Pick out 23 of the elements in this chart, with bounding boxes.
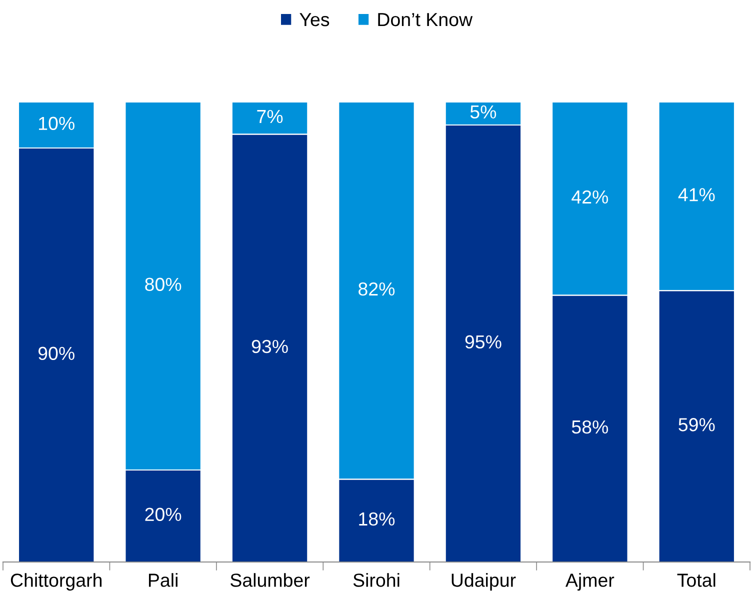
data-label: 18% bbox=[359, 512, 395, 526]
x-tick-label: Sirohi bbox=[353, 573, 400, 587]
data-label: 20% bbox=[145, 508, 182, 522]
data-label: 90% bbox=[38, 346, 74, 360]
data-label: 80% bbox=[145, 278, 182, 292]
data-label: 7% bbox=[257, 110, 283, 124]
x-tick-label: Pali bbox=[148, 573, 178, 587]
x-tick-label: Salumber bbox=[230, 573, 310, 587]
data-label: 41% bbox=[678, 188, 715, 202]
x-tick-label: Ajmer bbox=[565, 573, 614, 591]
x-tick-label: Chittorgarh bbox=[10, 573, 102, 591]
data-label: 5% bbox=[470, 105, 496, 119]
legend-label: Yes bbox=[300, 13, 330, 26]
data-label: 93% bbox=[252, 340, 288, 354]
data-label: 82% bbox=[358, 282, 395, 296]
data-label: 95% bbox=[465, 335, 502, 349]
x-tick-label: Udaipur bbox=[452, 573, 516, 591]
data-label: 59% bbox=[678, 418, 715, 432]
data-label: 58% bbox=[572, 420, 608, 434]
data-label: 42% bbox=[572, 190, 608, 204]
legend-label: Don’t Know bbox=[378, 13, 473, 26]
x-tick-label: Total bbox=[677, 573, 716, 587]
data-label: 10% bbox=[39, 116, 74, 130]
